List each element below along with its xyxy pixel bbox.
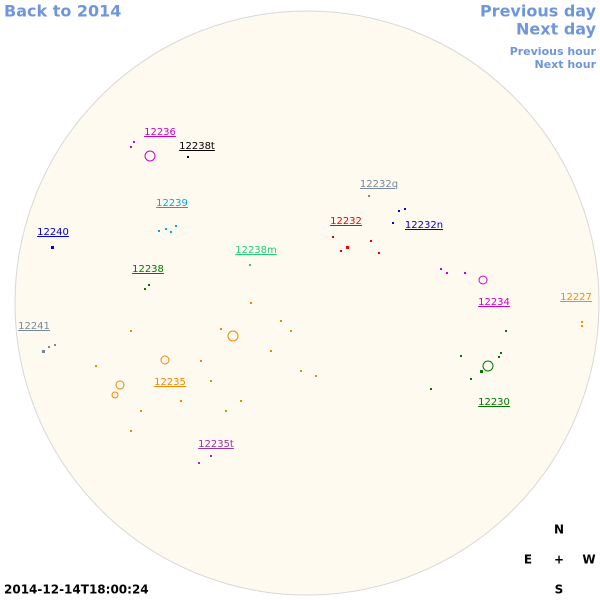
region-label[interactable]: 12235t: [198, 439, 234, 450]
sunspot: [346, 246, 349, 249]
sunspot: [133, 141, 135, 143]
region-label[interactable]: 12241: [18, 321, 50, 332]
sunspot: [210, 380, 212, 382]
sunspot: [200, 360, 202, 362]
compass-south: S: [555, 583, 564, 597]
region-label[interactable]: 12239: [156, 198, 188, 209]
compass-west: W: [582, 553, 595, 567]
sunspot: [500, 352, 502, 354]
back-link[interactable]: Back to 2014: [4, 2, 121, 21]
sunspot: [581, 321, 583, 323]
sunspot: [130, 430, 132, 432]
region-label[interactable]: 12234: [478, 297, 510, 308]
solar-disk: [14, 10, 600, 596]
region-label[interactable]: 12238m: [235, 245, 277, 256]
sunspot: [175, 225, 177, 227]
sunspot: [165, 228, 167, 230]
sunspot: [300, 370, 302, 372]
sunspot: [505, 330, 507, 332]
previous-hour-link[interactable]: Previous hour: [510, 45, 597, 58]
sunspot: [187, 156, 189, 158]
sunspot: [440, 268, 442, 270]
timestamp: 2014-12-14T18:00:24: [4, 583, 149, 597]
sunspot: [170, 231, 172, 233]
sunspot: [482, 360, 494, 372]
sunspot: [48, 346, 50, 348]
sunspot: [115, 380, 125, 390]
sunspot: [95, 365, 97, 367]
sunspot: [290, 330, 292, 332]
sunspot: [404, 208, 406, 210]
sunspot: [130, 146, 132, 148]
sunspot: [240, 400, 242, 402]
region-label[interactable]: 12236: [144, 127, 176, 138]
compass-east: E: [524, 553, 532, 567]
previous-day-link[interactable]: Previous day: [480, 2, 597, 21]
sunspot: [180, 400, 182, 402]
region-label[interactable]: 12240: [37, 227, 69, 238]
sunspot: [370, 240, 372, 242]
region-label[interactable]: 12238t: [179, 141, 215, 152]
sunspot: [130, 330, 132, 332]
sunspot: [220, 328, 222, 330]
sunspot: [51, 246, 54, 249]
sunspot: [378, 252, 380, 254]
next-day-link[interactable]: Next day: [516, 20, 597, 39]
region-label[interactable]: 12232q: [360, 179, 398, 190]
sunspot: [144, 288, 146, 290]
sunspot: [398, 210, 400, 212]
sunspot: [148, 284, 150, 286]
sunspot: [270, 350, 272, 352]
sunspot: [392, 222, 394, 224]
sunspot: [249, 264, 251, 266]
sunspot: [280, 320, 282, 322]
sunspot: [430, 388, 432, 390]
sunspot: [460, 355, 462, 357]
sunspot: [42, 350, 45, 353]
next-hour-link[interactable]: Next hour: [535, 58, 597, 71]
sunspot: [315, 375, 317, 377]
sunspot: [140, 410, 142, 412]
sunspot: [158, 230, 160, 232]
compass-center: +: [554, 553, 564, 567]
region-label[interactable]: 12238: [132, 264, 164, 275]
region-label[interactable]: 12235: [154, 377, 186, 388]
sunspot: [446, 272, 448, 274]
region-label[interactable]: 12227: [560, 292, 592, 303]
sunspot: [198, 462, 200, 464]
sunspot: [478, 275, 488, 285]
sunspots: [42, 141, 583, 464]
sunspot: [464, 272, 466, 274]
region-label[interactable]: 12230: [478, 397, 510, 408]
sunspot: [111, 391, 119, 399]
sunspot: [332, 236, 334, 238]
region-label[interactable]: 12232: [330, 216, 362, 227]
compass-north: N: [554, 523, 564, 537]
sunspot: [340, 250, 342, 252]
sunspot: [227, 330, 239, 342]
sunspot: [225, 410, 227, 412]
sunspot: [250, 302, 252, 304]
sunspot: [160, 355, 170, 365]
sunspot: [144, 150, 156, 162]
sunspot: [470, 378, 472, 380]
sunspot: [210, 455, 212, 457]
sunspot: [498, 356, 500, 358]
region-label[interactable]: 12232n: [405, 220, 443, 231]
sunspot: [54, 344, 56, 346]
sunspot: [581, 325, 583, 327]
sunspot: [480, 370, 483, 373]
sunspot: [368, 195, 370, 197]
